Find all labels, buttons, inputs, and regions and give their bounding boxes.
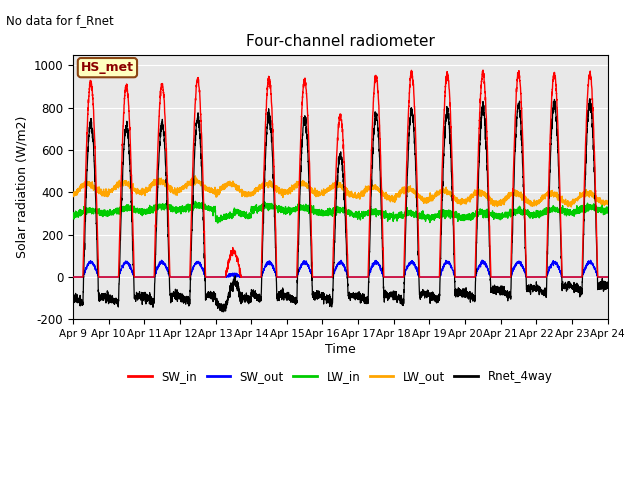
Title: Four-channel radiometer: Four-channel radiometer [246,34,435,49]
Text: No data for f_Rnet: No data for f_Rnet [6,14,114,27]
Text: HS_met: HS_met [81,61,134,74]
Legend: SW_in, SW_out, LW_in, LW_out, Rnet_4way: SW_in, SW_out, LW_in, LW_out, Rnet_4way [124,365,557,388]
Y-axis label: Solar radiation (W/m2): Solar radiation (W/m2) [15,116,28,258]
X-axis label: Time: Time [325,343,356,356]
